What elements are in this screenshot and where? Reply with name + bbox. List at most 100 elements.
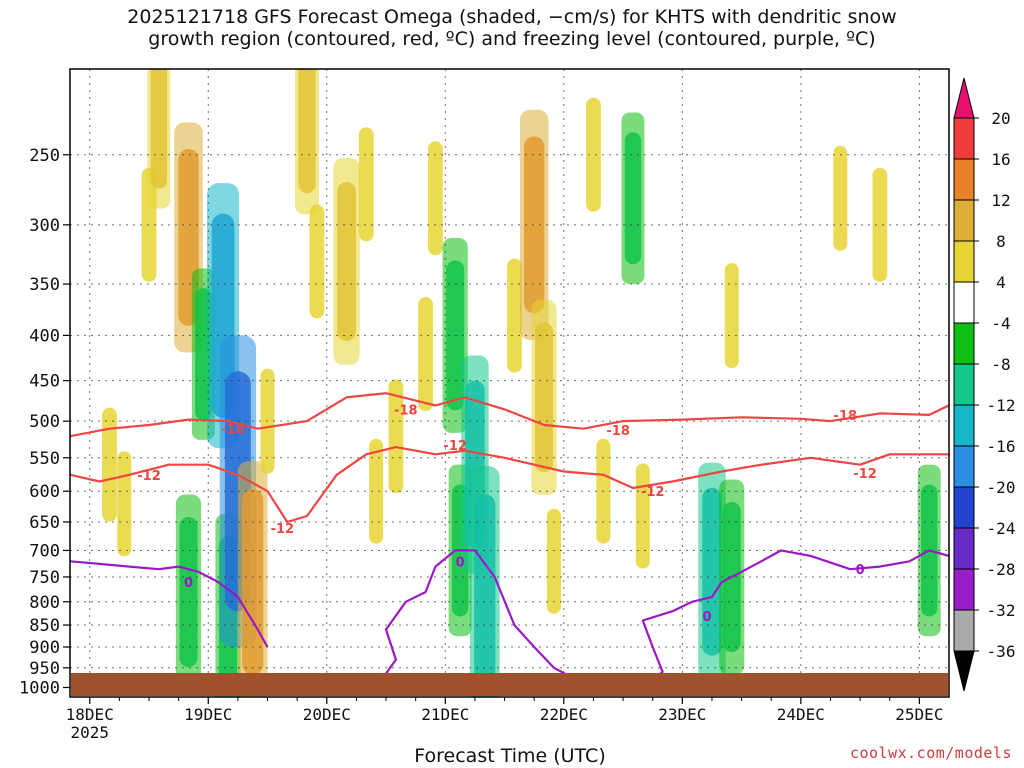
- omega-cell: [369, 438, 384, 544]
- colorbar-label: 4: [996, 273, 1006, 292]
- colorbar-box: [953, 281, 975, 324]
- omega-cell: [117, 451, 132, 557]
- omega-cell-halo: [175, 494, 202, 690]
- colorbar-box: [953, 568, 975, 611]
- colorbar-box: [953, 363, 975, 406]
- omega-cell: [428, 141, 443, 256]
- colorbar-label: -8: [991, 355, 1010, 374]
- omega-cell: [833, 145, 848, 251]
- omega-cell: [309, 204, 325, 319]
- contour-label: -12: [443, 439, 467, 454]
- contour-line: [70, 446, 949, 524]
- y-tick-label: 850: [29, 616, 60, 636]
- omega-cell: [507, 258, 522, 373]
- colorbar-arrow-top: [953, 77, 975, 119]
- colorbar-box: [953, 486, 975, 529]
- contour-label: -18: [834, 409, 858, 424]
- x-tick-label: 18DEC: [66, 705, 114, 724]
- omega-cell-halo: [294, 69, 320, 215]
- contour-lines: -18 -18 -18 -18 -12 -12 -12 -12 -12 0 0 0 0: [70, 392, 949, 689]
- plot-frame: [69, 68, 950, 698]
- contour-label: -18: [394, 403, 418, 418]
- x-year-label: 2025: [70, 723, 109, 742]
- y-tick-label: 700: [29, 541, 60, 561]
- y-tick-label: 750: [29, 568, 60, 588]
- y-tick-label: 800: [29, 593, 60, 613]
- omega-shading: [102, 69, 941, 697]
- contour-label: 0: [184, 576, 193, 591]
- colorbar-box: [953, 240, 975, 283]
- colorbar-box: [953, 322, 975, 365]
- y-axis: 2503003504004505005506006507007508008509…: [19, 146, 70, 699]
- omega-cell-halo: [237, 461, 268, 697]
- colorbar-label: 8: [996, 232, 1006, 251]
- omega-cell-halo: [469, 466, 500, 697]
- colorbar-box: [953, 117, 975, 160]
- y-tick-label: 1000: [19, 679, 60, 699]
- contour-label: 0: [703, 610, 712, 625]
- colorbar-box: [953, 445, 975, 488]
- contour-line: [70, 392, 949, 438]
- ground-band: [71, 673, 948, 696]
- x-tick-label: 20DEC: [303, 705, 351, 724]
- omega-cell: [586, 97, 601, 212]
- omega-cell-halo: [621, 112, 645, 285]
- omega-cell: [388, 379, 404, 494]
- omega-cell-halo: [147, 69, 171, 209]
- x-tick-label: 25DEC: [895, 705, 943, 724]
- colorbar-box: [953, 158, 975, 201]
- y-tick-label: 550: [29, 449, 60, 469]
- contour-label: -12: [853, 467, 877, 482]
- y-tick-label: 250: [29, 146, 60, 166]
- omega-cell-halo: [333, 158, 360, 365]
- colorbar-label: -32: [987, 601, 1016, 620]
- omega-cell: [102, 407, 117, 522]
- omega-cell: [358, 127, 374, 242]
- colorbar-label: -16: [987, 437, 1016, 456]
- colorbar-label: -20: [987, 478, 1016, 497]
- chart-title: 2025121718 GFS Forecast Omega (shaded, −…: [0, 6, 1024, 50]
- contour-label: -12: [271, 522, 295, 537]
- chart-title-line2: growth region (contoured, red, ºC) and f…: [148, 28, 876, 50]
- contour-label: 0: [856, 563, 865, 578]
- colorbar-label: 20: [991, 109, 1010, 128]
- contour-label: -18: [221, 423, 245, 438]
- colorbar-label: 16: [991, 150, 1010, 169]
- y-tick-label: 300: [29, 216, 60, 236]
- colorbar-arrow-bottom: [953, 650, 975, 692]
- y-tick-label: 350: [29, 275, 60, 295]
- contour-label: -18: [606, 424, 630, 439]
- y-tick-label: 500: [29, 412, 60, 432]
- credit-text: coolwx.com/models: [849, 744, 1012, 762]
- y-tick-label: 950: [29, 659, 60, 679]
- colorbar-box: [953, 404, 975, 447]
- chart-title-line1: 2025121718 GFS Forecast Omega (shaded, −…: [127, 6, 897, 28]
- x-axis: 18DEC 19DEC 20DEC 21DEC 22DEC 23DEC 24DEC 25DEC…: [66, 697, 943, 742]
- omega-cell: [546, 508, 561, 614]
- y-tick-label: 650: [29, 513, 60, 533]
- y-tick-label: 450: [29, 372, 60, 392]
- omega-cell: [724, 263, 739, 369]
- contour-line: [375, 549, 585, 689]
- x-tick-label: 24DEC: [777, 705, 825, 724]
- x-tick-label: 22DEC: [540, 705, 588, 724]
- colorbar-label: 12: [991, 191, 1010, 210]
- x-tick-label: 23DEC: [658, 705, 706, 724]
- contour-label: -12: [137, 469, 161, 484]
- colorbar-label: -12: [987, 396, 1016, 415]
- colorbar-box: [953, 199, 975, 242]
- x-axis-label: Forecast Time (UTC): [414, 745, 606, 767]
- colorbar-label: -4: [991, 314, 1010, 333]
- omega-cell-halo: [531, 299, 557, 495]
- y-tick-label: 400: [29, 326, 60, 346]
- omega-cell: [635, 463, 650, 569]
- contour-label: 0: [456, 555, 465, 570]
- x-tick-label: 19DEC: [184, 705, 232, 724]
- y-tick-label: 900: [29, 638, 60, 658]
- contour-line: [641, 549, 949, 689]
- omega-cell: [418, 297, 433, 412]
- omega-cell: [872, 167, 888, 282]
- colorbar: 20 16 12 8 4 -4 -8 -12 -16 -20 -24 -28 -32 -36: [953, 77, 1016, 692]
- contour-line: [70, 560, 269, 648]
